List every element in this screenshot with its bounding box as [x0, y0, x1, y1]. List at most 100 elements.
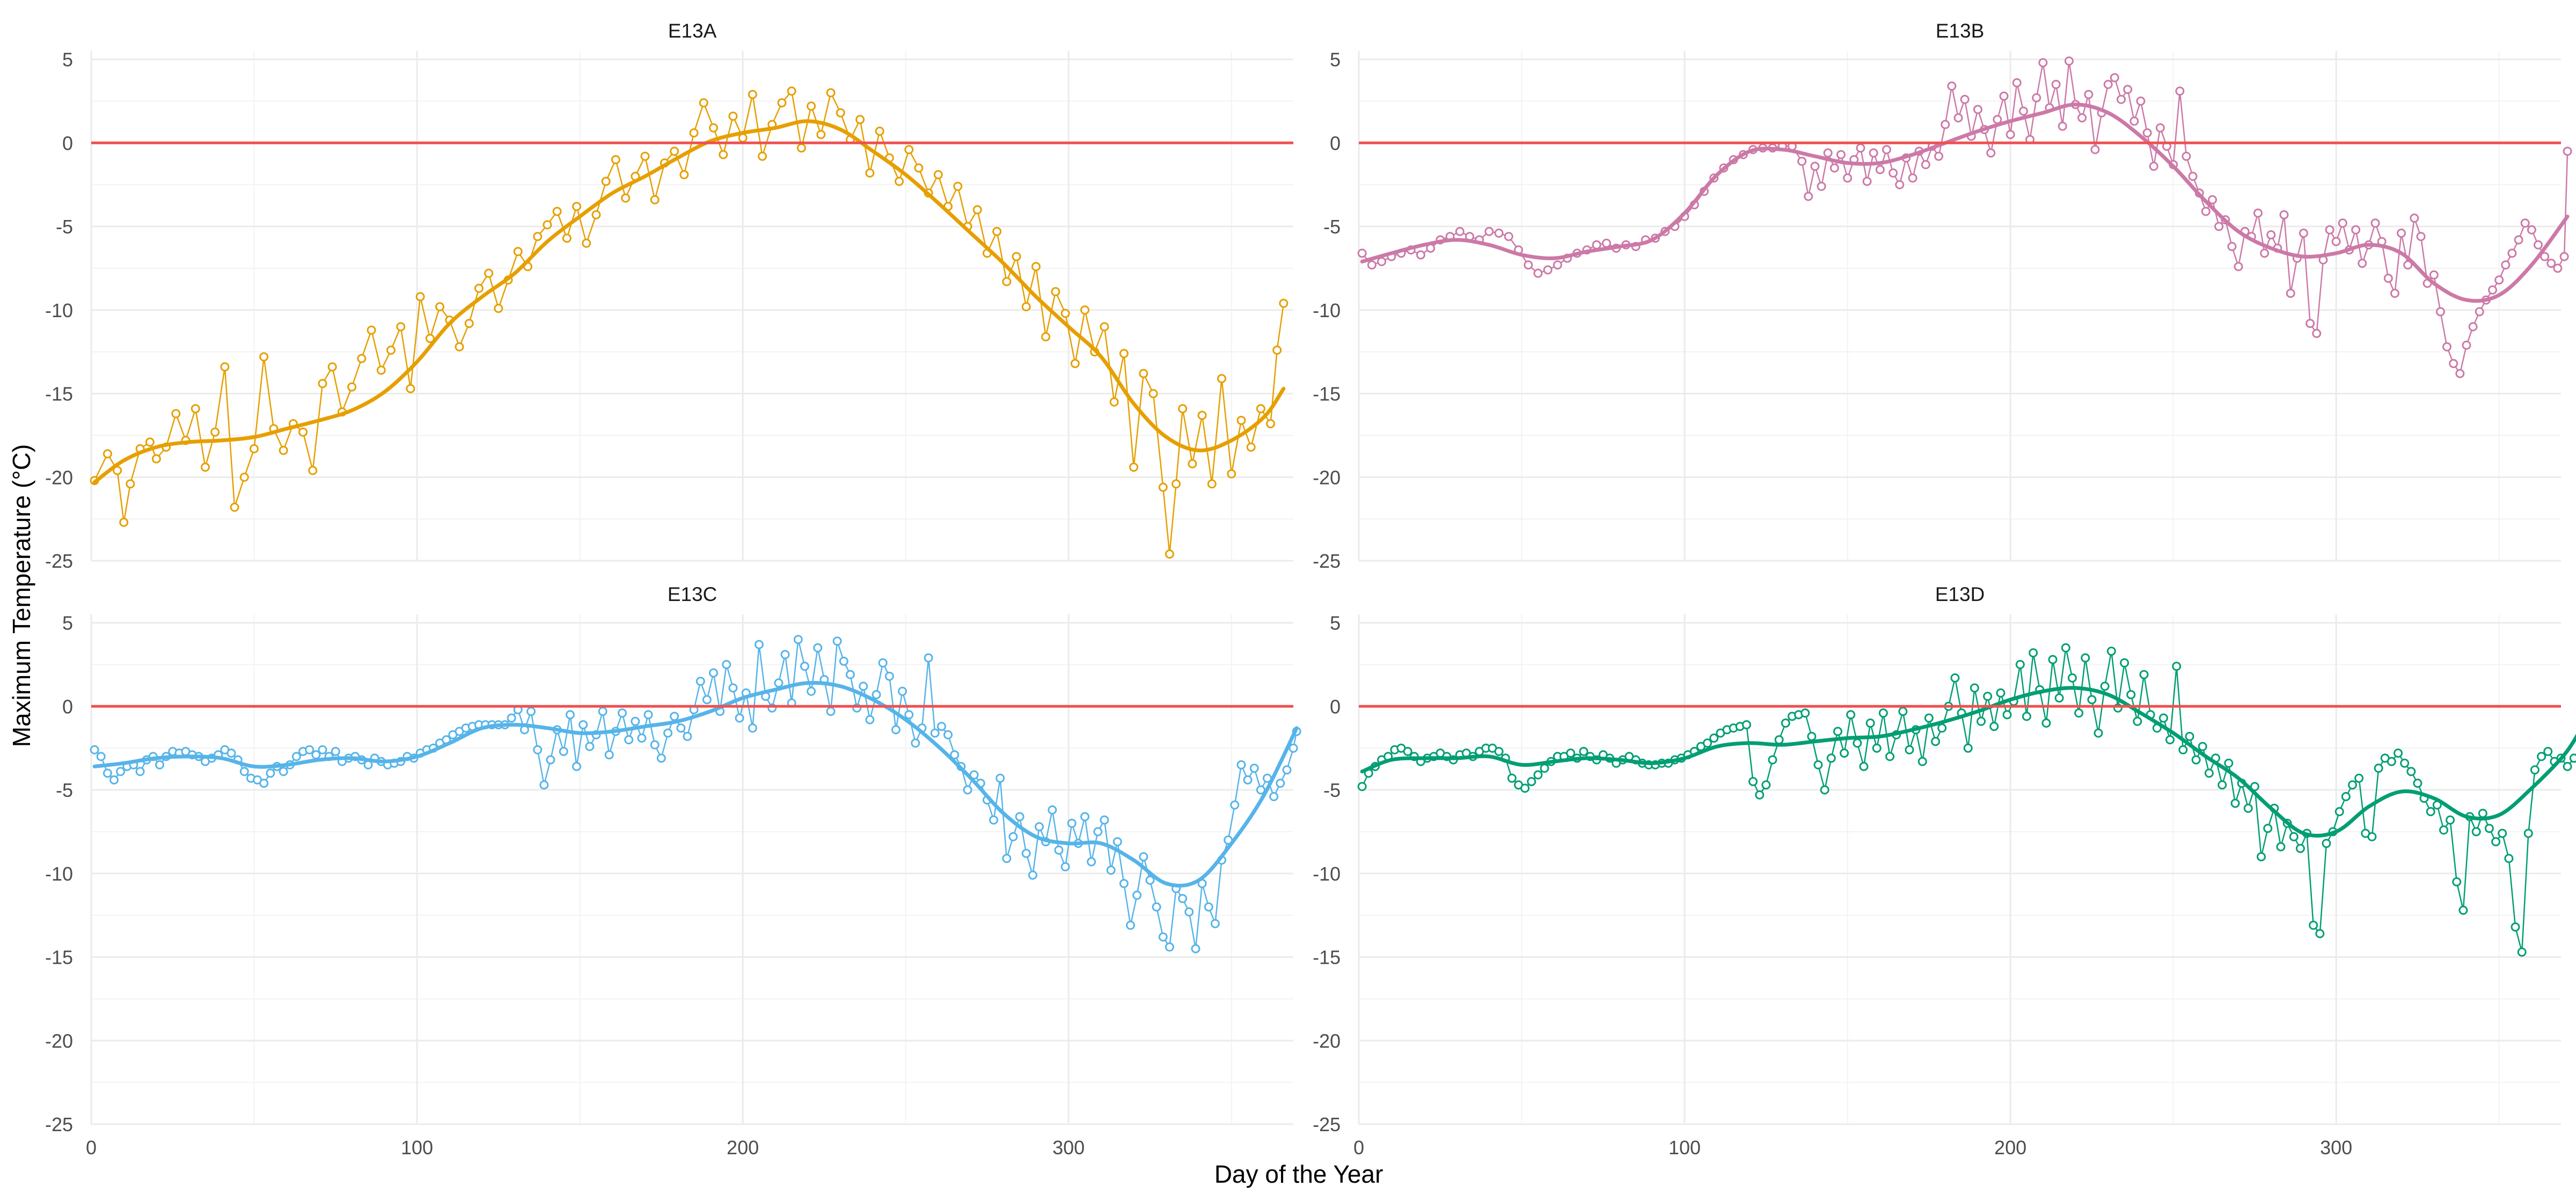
panel-e13d: E13D 5 0 -5 -10 -15 -20 -25 0 100 200 300 — [1313, 583, 2576, 1159]
data-point — [1507, 773, 1517, 783]
panels: E13A 5 0 -5 -10 -15 -20 -25 E13B 5 0 -5 -10 -15 -20 -25… — [45, 20, 2576, 1159]
data-point — [2041, 719, 2051, 728]
data-point — [2400, 758, 2410, 768]
x-axis-title: Day of the Year — [1214, 1160, 1384, 1188]
data-point — [1093, 827, 1103, 837]
y-tick-label: -15 — [45, 947, 73, 969]
data-point — [291, 752, 301, 761]
data-point — [1931, 737, 1940, 746]
data-point — [2058, 121, 2067, 131]
data-point — [774, 678, 784, 688]
data-point — [2224, 758, 2234, 768]
data-point — [2067, 673, 2077, 683]
data-point — [930, 728, 940, 738]
y-tick-label: -25 — [1313, 1113, 1341, 1135]
data-point — [1856, 143, 1865, 153]
data-point — [2165, 735, 2175, 745]
data-point — [572, 202, 581, 211]
data-point — [709, 668, 718, 678]
data-point — [598, 707, 608, 716]
data-point — [2468, 322, 2478, 332]
data-point — [780, 650, 790, 659]
data-point — [2354, 773, 2364, 783]
data-point — [2498, 829, 2507, 838]
data-point — [2387, 757, 2396, 766]
data-point — [1846, 710, 1856, 720]
data-point — [1197, 411, 1207, 420]
data-point — [1028, 870, 1037, 880]
data-point — [455, 342, 464, 351]
data-point — [259, 352, 269, 362]
data-point — [2397, 229, 2406, 238]
data-point — [1533, 770, 1543, 780]
data-point — [155, 760, 164, 769]
data-point — [259, 779, 269, 788]
data-point — [872, 690, 881, 699]
data-point — [2230, 798, 2240, 808]
data-point — [663, 728, 672, 738]
data-point — [171, 409, 181, 419]
data-point — [728, 683, 738, 693]
data-point — [1601, 238, 1611, 248]
data-point — [2452, 877, 2462, 886]
data-point — [562, 233, 572, 243]
y-tick-label: -10 — [45, 299, 73, 321]
data-point — [2182, 151, 2191, 161]
data-point — [1703, 738, 1712, 748]
data-point — [2015, 659, 2025, 669]
data-point — [1015, 812, 1024, 822]
y-tick-label: -5 — [1323, 216, 1341, 238]
data-point — [2032, 93, 2041, 102]
data-point — [2185, 731, 2194, 741]
data-point — [1357, 782, 1367, 791]
data-point — [1947, 81, 1957, 91]
data-point — [1797, 157, 1807, 166]
data-point — [266, 768, 275, 778]
data-point — [1249, 764, 1259, 773]
data-point — [2208, 195, 2217, 204]
data-point — [748, 723, 757, 733]
data-point — [2559, 252, 2569, 261]
data-point — [1070, 359, 1080, 368]
data-point — [507, 713, 516, 723]
data-point — [1748, 777, 1758, 786]
data-point — [2511, 922, 2520, 932]
data-point — [2103, 79, 2113, 89]
data-point — [2198, 742, 2207, 751]
data-point — [963, 785, 972, 795]
data-point — [2064, 56, 2074, 66]
data-point — [2250, 782, 2259, 791]
data-point — [1484, 226, 1494, 236]
data-point — [298, 427, 308, 437]
data-point — [1060, 309, 1070, 318]
data-point — [953, 181, 963, 191]
y-tick-label: -15 — [1313, 383, 1341, 405]
data-point — [643, 710, 653, 720]
data-point — [679, 170, 689, 179]
data-point — [1709, 734, 1719, 743]
data-point — [2322, 839, 2331, 848]
data-point — [1080, 305, 1089, 315]
data-point — [1100, 322, 1109, 332]
data-point — [425, 334, 435, 343]
data-point — [1041, 332, 1051, 342]
data-point — [2110, 73, 2119, 83]
data-point — [1031, 262, 1041, 272]
data-point — [845, 670, 855, 679]
x-tick-label: 0 — [1353, 1137, 1364, 1159]
data-point — [637, 734, 647, 743]
data-point — [640, 151, 650, 161]
data-point — [875, 127, 884, 136]
data-point — [2439, 825, 2448, 835]
data-point — [1953, 113, 1963, 123]
data-point — [2038, 58, 2048, 68]
data-point — [996, 773, 1005, 783]
data-point — [1543, 265, 1553, 275]
data-point — [2563, 146, 2572, 156]
data-point — [1129, 463, 1138, 472]
data-point — [2214, 222, 2224, 231]
data-point — [1178, 894, 1188, 903]
data-point — [2276, 842, 2286, 852]
data-point — [96, 752, 106, 761]
